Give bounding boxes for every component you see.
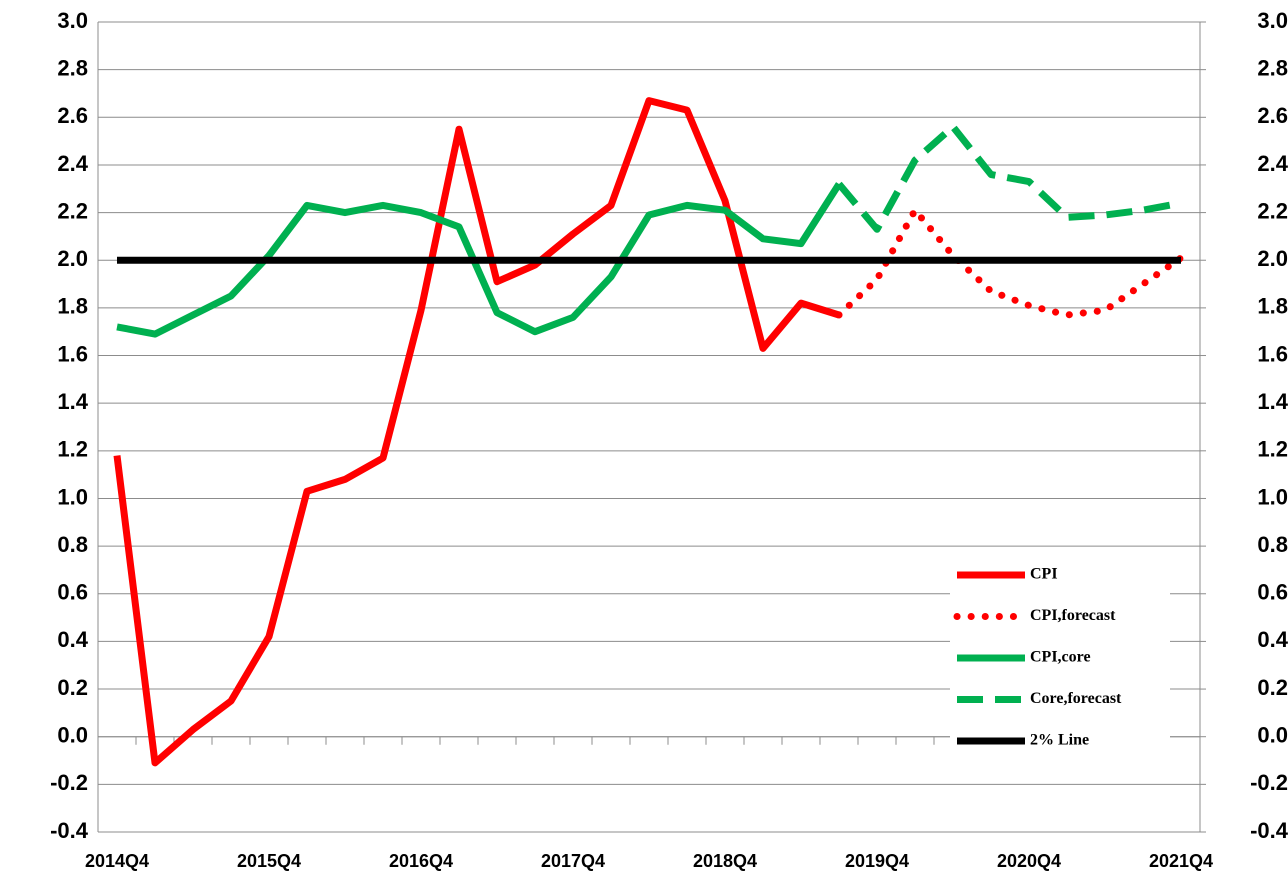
y2-tick-label: -0.2 — [1250, 770, 1288, 795]
y-tick-label: -0.2 — [50, 770, 88, 795]
y2-tick-label: -0.4 — [1250, 818, 1288, 843]
y2-tick-label: 2.2 — [1257, 198, 1288, 223]
x-tick-label: 2018Q4 — [693, 851, 757, 871]
x-tick-label: 2019Q4 — [845, 851, 909, 871]
y-tick-label: 0.2 — [57, 675, 88, 700]
y2-tick-label: 0.4 — [1257, 627, 1288, 652]
series-line — [836, 123, 1182, 233]
y-tick-label: 0.6 — [57, 580, 88, 605]
legend-label: CPI,forecast — [1030, 607, 1116, 624]
y-tick-label: 2.2 — [57, 198, 88, 223]
y-tick-label: -0.4 — [50, 818, 89, 843]
y-tick-label: 1.0 — [57, 484, 88, 509]
series-line — [116, 182, 842, 338]
y2-tick-label: 1.6 — [1257, 341, 1288, 366]
x-tick-label: 2017Q4 — [541, 851, 605, 871]
y2-tick-label: 1.2 — [1257, 437, 1288, 462]
y-tick-label: 2.4 — [57, 151, 88, 176]
y2-tick-label: 2.0 — [1257, 246, 1288, 271]
y-tick-label: 2.6 — [57, 103, 88, 128]
x-tick-label: 2021Q4 — [1149, 851, 1213, 871]
y2-tick-label: 1.8 — [1257, 294, 1288, 319]
x-tick-label: 2015Q4 — [237, 851, 301, 871]
y2-tick-label: 0.0 — [1257, 723, 1288, 748]
y2-tick-label: 0.2 — [1257, 675, 1288, 700]
y2-tick-label: 1.4 — [1257, 389, 1288, 414]
y-tick-label: 0.8 — [57, 532, 88, 557]
x-tick-label: 2020Q4 — [997, 851, 1061, 871]
y2-tick-label: 2.6 — [1257, 103, 1288, 128]
legend-label: 2% Line — [1030, 732, 1089, 749]
y-tick-label: 2.8 — [57, 55, 88, 80]
y-tick-label: 1.2 — [57, 437, 88, 462]
y-tick-label: 0.4 — [57, 627, 88, 652]
y-tick-label: 1.8 — [57, 294, 88, 319]
y2-tick-label: 1.0 — [1257, 484, 1288, 509]
series-line — [113, 97, 841, 767]
y-tick-label: 2.0 — [57, 246, 88, 271]
legend-label: CPI — [1030, 566, 1058, 583]
y2-tick-label: 3.0 — [1257, 8, 1288, 33]
y-tick-label: 1.4 — [57, 389, 88, 414]
y-tick-label: 0.0 — [57, 723, 88, 748]
y2-tick-label: 2.8 — [1257, 55, 1288, 80]
y2-tick-label: 0.8 — [1257, 532, 1288, 557]
y2-tick-label: 2.4 — [1257, 151, 1288, 176]
legend-label: CPI,core — [1030, 649, 1091, 666]
legend-label: Core,forecast — [1030, 690, 1122, 707]
series-line — [835, 206, 1185, 319]
x-tick-label: 2014Q4 — [85, 851, 149, 871]
x-tick-label: 2016Q4 — [389, 851, 453, 871]
y2-tick-label: 0.6 — [1257, 580, 1288, 605]
y-tick-label: 1.6 — [57, 341, 88, 366]
y-tick-label: 3.0 — [57, 8, 88, 33]
